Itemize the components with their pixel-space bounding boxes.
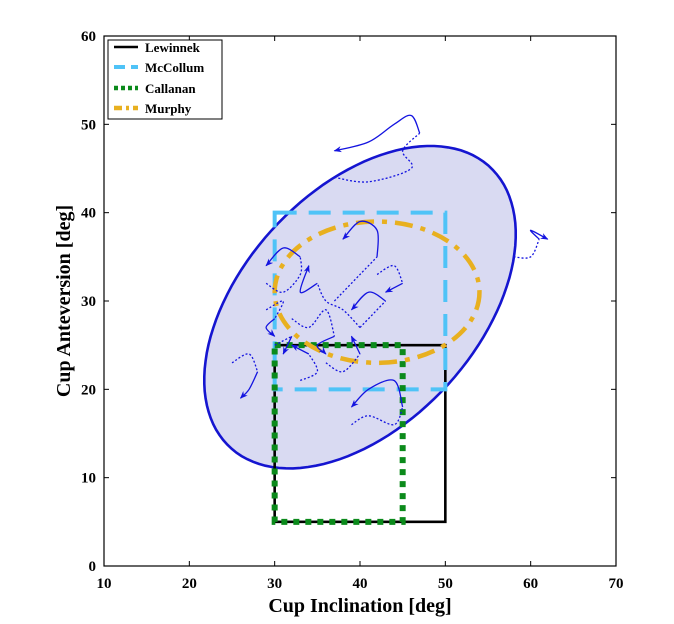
trajectory-0 — [333, 114, 421, 153]
legend-label-lewinnek: Lewinnek — [145, 40, 201, 55]
trajectory-7 — [265, 318, 276, 337]
legend: Lewinnek McCollum Callanan Murphy — [107, 39, 223, 120]
x-tick-label: 20 — [182, 576, 197, 592]
plot-area — [203, 114, 549, 525]
trajectory-11-dotted — [299, 353, 319, 382]
trajectory-1-dotted — [513, 238, 540, 259]
x-tick-label: 50 — [438, 576, 453, 592]
trajectory-10 — [350, 335, 361, 355]
trajectory-7-dotted — [265, 300, 284, 319]
y-tick-label: 20 — [81, 382, 96, 398]
trajectory-9-dotted — [351, 406, 404, 426]
x-tick-label: 60 — [523, 576, 538, 592]
trajectory-11 — [291, 344, 310, 355]
trajectory-1 — [529, 229, 549, 240]
trajectory-6 — [239, 371, 259, 399]
zone-murphy — [272, 219, 482, 366]
trajectory-5 — [316, 335, 335, 355]
y-tick-label: 40 — [81, 206, 96, 222]
trajectory-4 — [265, 247, 301, 267]
zone-callanan — [271, 342, 406, 525]
x-tick-label: 70 — [609, 576, 624, 592]
trajectory-6-dotted — [231, 353, 259, 372]
trajectory-5-dotted — [291, 309, 336, 337]
legend-label-mccollum: McCollum — [145, 60, 204, 75]
trajectory-12-dotted — [376, 264, 404, 284]
trajectory-4-dotted — [265, 256, 303, 293]
trajectory-3-dotted — [333, 256, 378, 302]
trajectory-2 — [299, 264, 318, 294]
trajectory-8 — [350, 291, 386, 311]
legend-label-murphy: Murphy — [145, 101, 192, 116]
trajectory-13-dotted — [274, 335, 293, 346]
trajectory-13 — [282, 336, 293, 355]
zone-mccollum — [272, 210, 448, 392]
x-axis-label: Cup Inclination [deg] — [268, 595, 451, 617]
y-tick-label: 60 — [81, 29, 96, 45]
trajectory-9 — [350, 379, 404, 408]
legend-label-callanan: Callanan — [145, 81, 196, 96]
trajectory-3 — [342, 220, 379, 257]
trajectory-12 — [384, 282, 403, 293]
x-tick-label: 10 — [97, 576, 112, 592]
y-tick-label: 10 — [81, 471, 96, 487]
y-axis-label: Cup Anteversion [deg] — [53, 205, 75, 397]
trajectory-8-dotted — [359, 300, 387, 328]
y-tick-label: 50 — [81, 117, 96, 133]
y-tick-label: 30 — [81, 294, 96, 310]
trajectory-10-dotted — [325, 353, 361, 373]
x-tick-label: 30 — [267, 576, 282, 592]
y-tick-label: 0 — [89, 559, 97, 575]
x-tick-label: 40 — [353, 576, 368, 592]
